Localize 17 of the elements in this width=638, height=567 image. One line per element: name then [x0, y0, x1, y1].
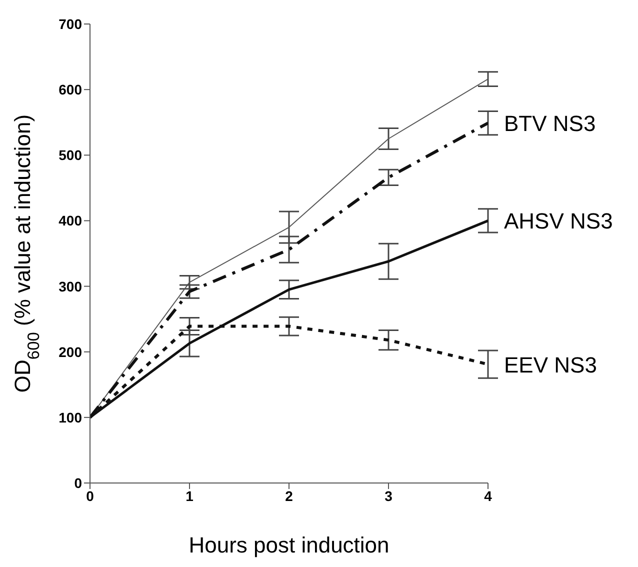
- x-tick-label: 4: [484, 488, 492, 504]
- series-label: EEV NS3: [504, 352, 597, 378]
- y-tick-label: 200: [58, 344, 82, 360]
- y-tick-label: 100: [58, 409, 82, 426]
- x-axis-title: Hours post induction: [188, 532, 390, 558]
- series-label: AHSV NS3: [504, 208, 613, 234]
- y-tick-label: 600: [58, 82, 82, 98]
- x-tick-label: 1: [186, 488, 194, 504]
- y-tick-label: 300: [58, 278, 82, 294]
- x-tick-label: 2: [285, 488, 294, 504]
- y-tick-label: 500: [58, 147, 82, 164]
- y-tick-label: 0: [74, 474, 82, 491]
- x-tick-label: 0: [86, 488, 94, 504]
- y-tick-label: 700: [58, 16, 82, 32]
- x-tick-label: 3: [384, 488, 393, 504]
- y-tick-label: 400: [58, 212, 82, 229]
- series-label: BTV NS3: [504, 111, 596, 136]
